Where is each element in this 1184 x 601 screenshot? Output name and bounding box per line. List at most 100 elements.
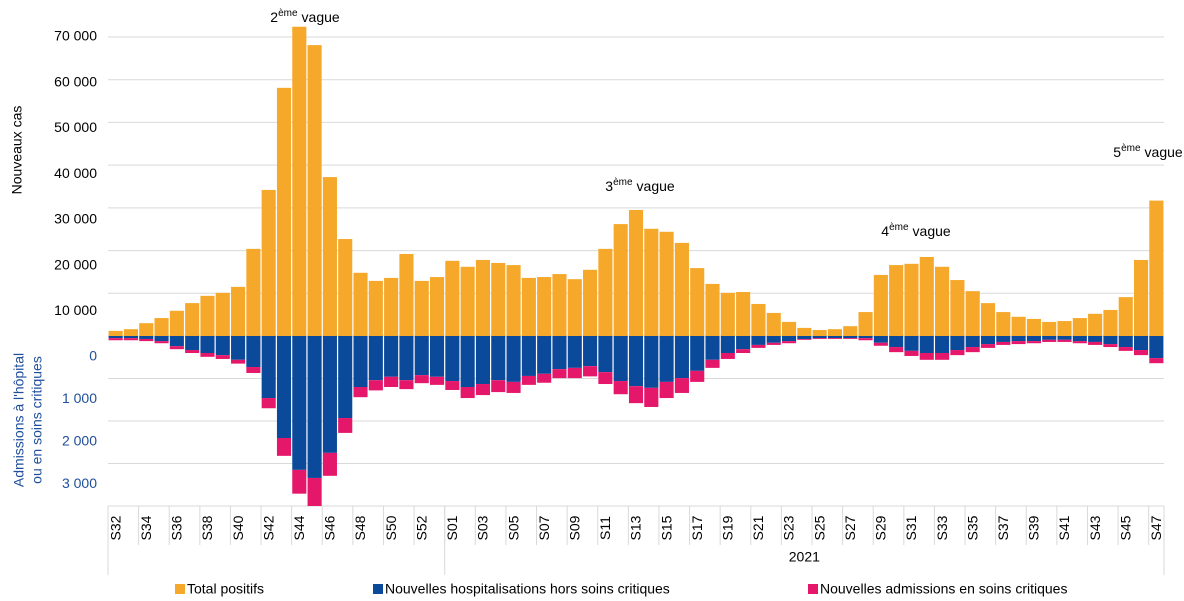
bar — [460, 387, 475, 399]
bar — [613, 381, 628, 395]
bar — [169, 346, 184, 350]
bar — [123, 338, 139, 341]
bar — [598, 336, 613, 373]
bar — [644, 336, 659, 388]
bar — [827, 329, 843, 336]
bar — [736, 349, 751, 353]
bar — [475, 384, 491, 396]
x-tick-label: S40 — [230, 515, 246, 540]
y2-axis-title: Admissions à l'hôpital — [11, 353, 27, 487]
annotation-sup: ème — [613, 177, 633, 188]
bar — [246, 248, 261, 336]
annotation-number: 5 — [1113, 144, 1121, 160]
annotation-number: 4 — [881, 223, 889, 239]
x-tick-label: S37 — [995, 515, 1011, 540]
bar — [322, 452, 337, 476]
bar — [873, 342, 888, 346]
bar — [338, 239, 353, 336]
x-tick-label: S01 — [444, 515, 460, 540]
annotation-sup: ème — [278, 8, 298, 19]
bar — [261, 189, 276, 336]
bar — [812, 336, 827, 339]
bar — [583, 366, 598, 377]
bar — [246, 367, 261, 373]
bar — [552, 369, 567, 379]
bar — [904, 350, 919, 356]
bar — [200, 336, 215, 353]
x-tick-label: S50 — [383, 515, 399, 540]
annotation-sup: ème — [1121, 143, 1141, 154]
bar — [1133, 259, 1149, 336]
bar — [338, 418, 353, 433]
bar — [950, 280, 965, 336]
annotation: 2ème vague — [270, 8, 340, 25]
bar — [644, 228, 659, 336]
x-tick-label: S52 — [413, 515, 429, 540]
bar — [1088, 313, 1103, 336]
bar — [414, 375, 429, 384]
x-tick-label: S39 — [1026, 515, 1042, 540]
bar — [1118, 347, 1133, 351]
y-tick-label: 70 000 — [54, 28, 97, 44]
y2-tick-label: 3 000 — [62, 475, 97, 491]
annotation: 3ème vague — [605, 177, 675, 194]
annotation-sup: ème — [889, 222, 909, 233]
bar — [904, 336, 919, 351]
y-tick-label: 30 000 — [54, 211, 97, 227]
bar — [384, 277, 399, 336]
bar — [1088, 341, 1103, 345]
bar — [521, 336, 536, 376]
bar — [705, 359, 720, 368]
bar — [889, 336, 904, 348]
bar — [1149, 336, 1164, 359]
bar — [766, 336, 781, 343]
bar — [1149, 200, 1164, 336]
bar — [491, 336, 506, 381]
bar — [705, 283, 720, 336]
x-tick-label: S43 — [1087, 515, 1103, 540]
x-tick-label: S27 — [842, 515, 858, 540]
x-tick-label: S21 — [750, 515, 766, 540]
bar — [139, 336, 154, 339]
bar — [399, 253, 414, 336]
bar — [215, 336, 230, 356]
bar — [108, 336, 123, 339]
bar — [368, 280, 383, 336]
bar — [858, 312, 873, 336]
bar — [506, 336, 521, 382]
annotation-number: 2 — [270, 9, 278, 25]
x-tick-label: S13 — [628, 515, 644, 540]
bar — [567, 367, 582, 379]
bar — [1133, 336, 1149, 351]
bar — [720, 353, 735, 359]
bar — [751, 303, 766, 336]
bar — [674, 336, 689, 379]
bar — [659, 381, 674, 399]
annotation-text: vague — [302, 9, 340, 25]
bar — [980, 303, 996, 336]
bar — [904, 263, 919, 336]
bar — [1057, 339, 1072, 342]
bar — [521, 277, 536, 336]
bar — [506, 265, 521, 336]
x-tick-label: S03 — [475, 515, 491, 540]
bar — [1026, 336, 1041, 342]
bar — [384, 336, 399, 377]
bar — [980, 336, 996, 345]
bar — [1011, 316, 1026, 336]
bar — [521, 375, 536, 385]
bar — [843, 336, 858, 339]
bar — [965, 291, 980, 336]
bar — [919, 353, 934, 360]
bar — [139, 323, 154, 336]
bar — [185, 303, 200, 336]
bar — [659, 231, 674, 336]
bar — [705, 336, 720, 360]
bar — [322, 336, 337, 453]
bar — [996, 336, 1011, 342]
x-tick-label: S48 — [352, 515, 368, 540]
bar — [935, 353, 950, 360]
bar — [781, 341, 797, 344]
y2-tick-label: 1 000 — [62, 390, 97, 406]
